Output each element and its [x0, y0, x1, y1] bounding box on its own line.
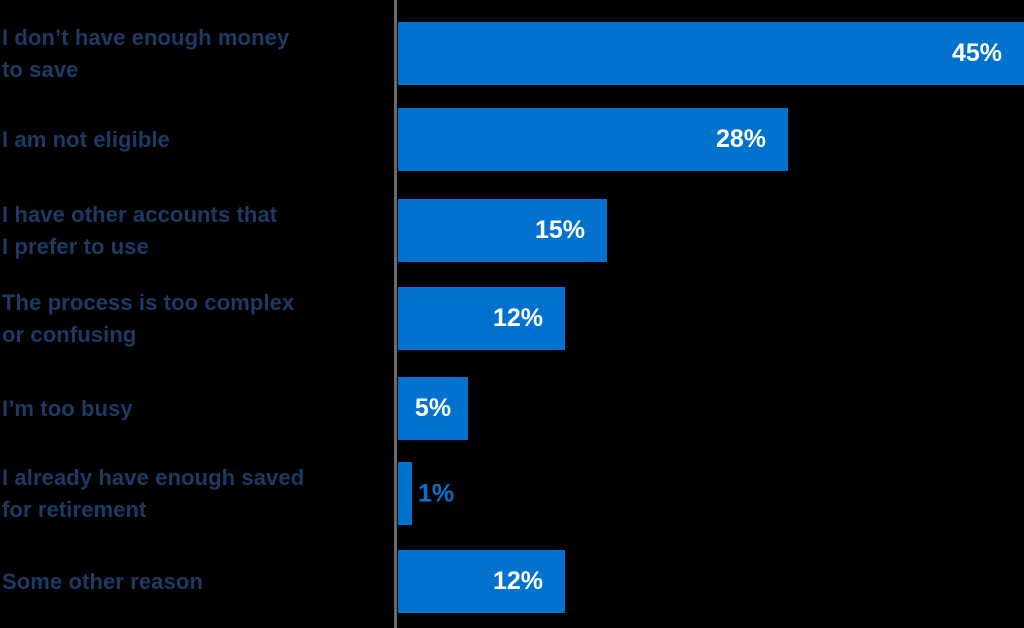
category-label: I already have enough saved for retireme…	[2, 464, 305, 522]
chart-row: I already have enough saved for retireme…	[0, 462, 1024, 525]
category-label: The process is too complex or confusing	[2, 289, 295, 347]
chart-row: I’m too busy 5%	[0, 377, 1024, 440]
bar: 12%	[398, 287, 565, 350]
bar-area: 5%	[398, 377, 468, 440]
bar-area: 1%	[398, 462, 454, 525]
bar-area: 12%	[398, 287, 565, 350]
value-label: 1%	[418, 479, 455, 507]
category-label: I’m too busy	[2, 395, 133, 421]
bar-area: 28%	[398, 108, 788, 171]
category-label: I am not eligible	[2, 126, 170, 152]
category-label: I don’t have enough money to save	[2, 24, 290, 82]
bar: 28%	[398, 108, 788, 171]
value-label: 15%	[534, 216, 585, 244]
bar-area: 12%	[398, 550, 565, 613]
value-label: 45%	[951, 39, 1002, 67]
y-axis-baseline	[394, 0, 397, 628]
bar: 45%	[398, 22, 1024, 85]
chart-row: I am not eligible 28%	[0, 108, 1024, 171]
chart-row: I don’t have enough money to save 45%	[0, 22, 1024, 85]
chart-row: Some other reason 12%	[0, 550, 1024, 613]
category-label: I have other accounts that I prefer to u…	[2, 201, 278, 259]
category-label: Some other reason	[2, 568, 203, 594]
value-label: 5%	[414, 394, 452, 422]
chart-row: The process is too complex or confusing …	[0, 287, 1024, 350]
bar: 1%	[398, 462, 454, 525]
value-label: 28%	[715, 125, 766, 153]
bar: 5%	[398, 377, 468, 440]
bar: 12%	[398, 550, 565, 613]
bar-area: 45%	[398, 22, 1024, 85]
bar-area: 15%	[398, 199, 607, 262]
value-label: 12%	[492, 304, 543, 332]
value-label: 12%	[492, 567, 543, 595]
chart-row: I have other accounts that I prefer to u…	[0, 199, 1024, 262]
bar: 15%	[398, 199, 607, 262]
